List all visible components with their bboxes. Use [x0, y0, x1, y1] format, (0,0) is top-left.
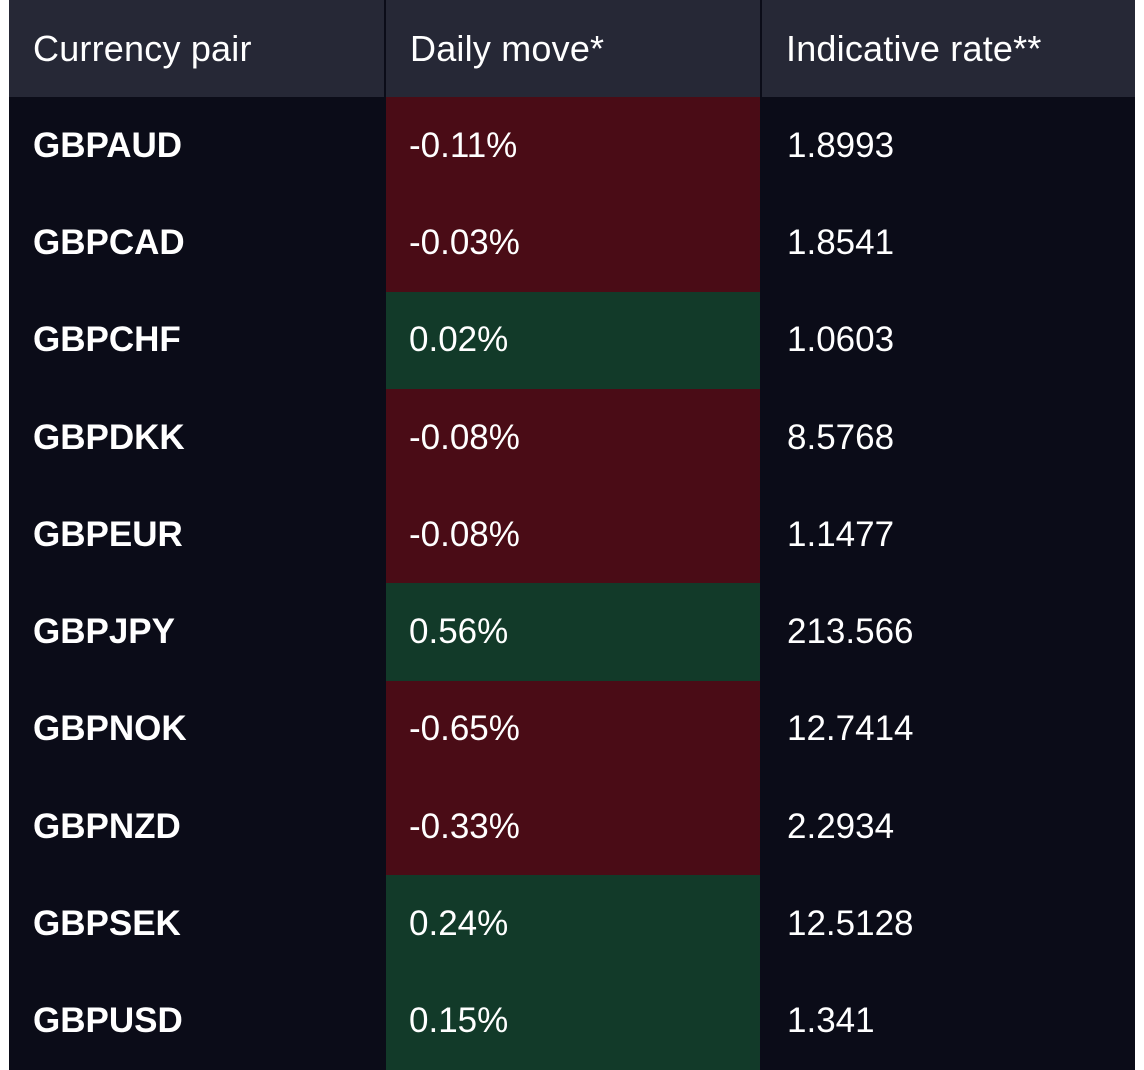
column-header-daily-move[interactable]: Daily move*	[384, 0, 760, 97]
indicative-rate-cell: 12.7414	[760, 680, 1135, 779]
table-row: GBPCAD -0.03% 1.8541	[9, 194, 1135, 292]
table-header: Currency pair Daily move* Indicative rat…	[9, 0, 1135, 97]
table-row: GBPDKK -0.08% 8.5768	[9, 388, 1135, 487]
daily-move-cell: -0.65%	[384, 680, 760, 779]
daily-move-cell: -0.33%	[384, 778, 760, 876]
currency-table: Currency pair Daily move* Indicative rat…	[9, 0, 1135, 1070]
table-row: GBPAUD -0.11% 1.8993	[9, 97, 1135, 195]
currency-pair-cell: GBPCAD	[9, 194, 384, 292]
daily-move-cell: -0.08%	[384, 486, 760, 584]
indicative-rate-cell: 213.566	[760, 583, 1135, 681]
indicative-rate-cell: 2.2934	[760, 778, 1135, 876]
currency-pair-cell: GBPCHF	[9, 291, 384, 389]
daily-move-cell: 0.15%	[384, 972, 760, 1070]
currency-pair-cell: GBPJPY	[9, 583, 384, 681]
column-header-indicative-rate[interactable]: Indicative rate**	[760, 0, 1135, 97]
table-body: GBPAUD -0.11% 1.8993 GBPCAD -0.03% 1.854…	[9, 97, 1135, 1070]
daily-move-cell: 0.02%	[384, 291, 760, 389]
daily-move-cell: 0.24%	[384, 875, 760, 973]
currency-pair-cell: GBPNZD	[9, 778, 384, 876]
table-row: GBPCHF 0.02% 1.0603	[9, 291, 1135, 389]
indicative-rate-cell: 1.8541	[760, 194, 1135, 292]
table-row: GBPUSD 0.15% 1.341	[9, 972, 1135, 1070]
table-row: GBPNOK -0.65% 12.7414	[9, 680, 1135, 779]
daily-move-cell: 0.56%	[384, 583, 760, 681]
currency-pair-cell: GBPEUR	[9, 486, 384, 584]
table-row: GBPEUR -0.08% 1.1477	[9, 486, 1135, 584]
indicative-rate-cell: 1.341	[760, 972, 1135, 1070]
column-header-currency-pair[interactable]: Currency pair	[33, 27, 252, 69]
currency-pair-cell: GBPNOK	[9, 680, 384, 779]
currency-pair-cell: GBPSEK	[9, 875, 384, 973]
daily-move-cell: -0.03%	[384, 194, 760, 292]
indicative-rate-cell: 1.8993	[760, 97, 1135, 195]
indicative-rate-cell: 8.5768	[760, 388, 1135, 487]
indicative-rate-cell: 12.5128	[760, 875, 1135, 973]
table-row: GBPJPY 0.56% 213.566	[9, 583, 1135, 681]
currency-pair-cell: GBPUSD	[9, 972, 384, 1070]
indicative-rate-cell: 1.1477	[760, 486, 1135, 584]
daily-move-cell: -0.08%	[384, 388, 760, 487]
currency-pair-cell: GBPAUD	[9, 97, 384, 195]
currency-pair-cell: GBPDKK	[9, 388, 384, 487]
table-row: GBPSEK 0.24% 12.5128	[9, 875, 1135, 973]
table-row: GBPNZD -0.33% 2.2934	[9, 778, 1135, 876]
indicative-rate-cell: 1.0603	[760, 291, 1135, 389]
daily-move-cell: -0.11%	[384, 97, 760, 195]
